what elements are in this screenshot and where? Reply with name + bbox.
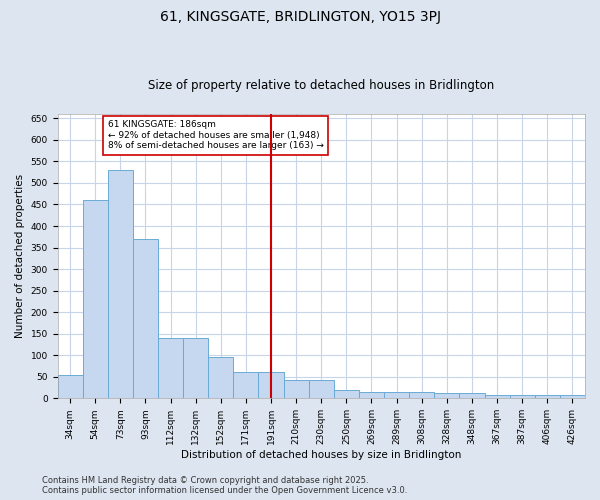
Bar	[359, 392, 384, 398]
Bar	[334, 390, 359, 398]
Bar	[535, 396, 560, 398]
X-axis label: Distribution of detached houses by size in Bridlington: Distribution of detached houses by size …	[181, 450, 461, 460]
Bar	[485, 396, 509, 398]
Bar	[108, 170, 133, 398]
Title: Size of property relative to detached houses in Bridlington: Size of property relative to detached ho…	[148, 79, 494, 92]
Bar	[133, 239, 158, 398]
Bar	[309, 380, 334, 398]
Bar	[183, 338, 208, 398]
Bar	[233, 372, 259, 398]
Text: 61, KINGSGATE, BRIDLINGTON, YO15 3PJ: 61, KINGSGATE, BRIDLINGTON, YO15 3PJ	[160, 10, 440, 24]
Bar	[284, 380, 309, 398]
Bar	[460, 393, 485, 398]
Bar	[158, 338, 183, 398]
Y-axis label: Number of detached properties: Number of detached properties	[15, 174, 25, 338]
Bar	[434, 393, 460, 398]
Text: 61 KINGSGATE: 186sqm
← 92% of detached houses are smaller (1,948)
8% of semi-det: 61 KINGSGATE: 186sqm ← 92% of detached h…	[108, 120, 323, 150]
Bar	[409, 392, 434, 398]
Bar	[58, 374, 83, 398]
Bar	[509, 396, 535, 398]
Bar	[384, 392, 409, 398]
Bar	[259, 372, 284, 398]
Bar	[83, 200, 108, 398]
Bar	[560, 396, 585, 398]
Bar	[208, 358, 233, 399]
Text: Contains HM Land Registry data © Crown copyright and database right 2025.
Contai: Contains HM Land Registry data © Crown c…	[42, 476, 407, 495]
